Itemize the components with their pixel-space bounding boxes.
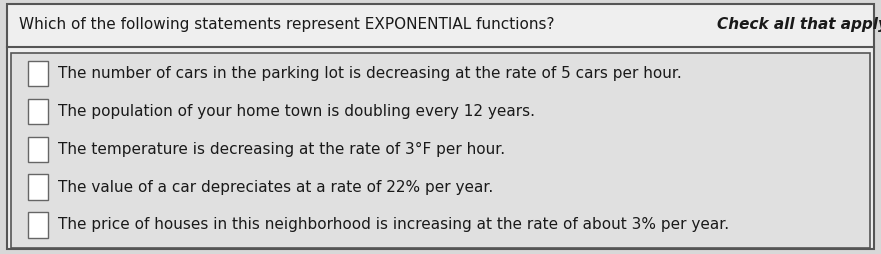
Text: The number of cars in the parking lot is decreasing at the rate of 5 cars per ho: The number of cars in the parking lot is… — [58, 66, 682, 81]
FancyBboxPatch shape — [28, 61, 48, 86]
FancyBboxPatch shape — [28, 212, 48, 238]
FancyBboxPatch shape — [28, 137, 48, 162]
Text: Check all that apply.: Check all that apply. — [716, 17, 881, 32]
Text: The temperature is decreasing at the rate of 3°F per hour.: The temperature is decreasing at the rat… — [58, 142, 506, 157]
FancyBboxPatch shape — [11, 53, 870, 248]
FancyBboxPatch shape — [28, 99, 48, 124]
Text: The population of your home town is doubling every 12 years.: The population of your home town is doub… — [58, 104, 535, 119]
FancyBboxPatch shape — [28, 174, 48, 200]
FancyBboxPatch shape — [7, 4, 874, 249]
Text: Which of the following statements represent EXPONENTIAL functions?: Which of the following statements repres… — [19, 17, 559, 32]
Text: The value of a car depreciates at a rate of 22% per year.: The value of a car depreciates at a rate… — [58, 180, 493, 195]
Text: The price of houses in this neighborhood is increasing at the rate of about 3% p: The price of houses in this neighborhood… — [58, 217, 729, 232]
